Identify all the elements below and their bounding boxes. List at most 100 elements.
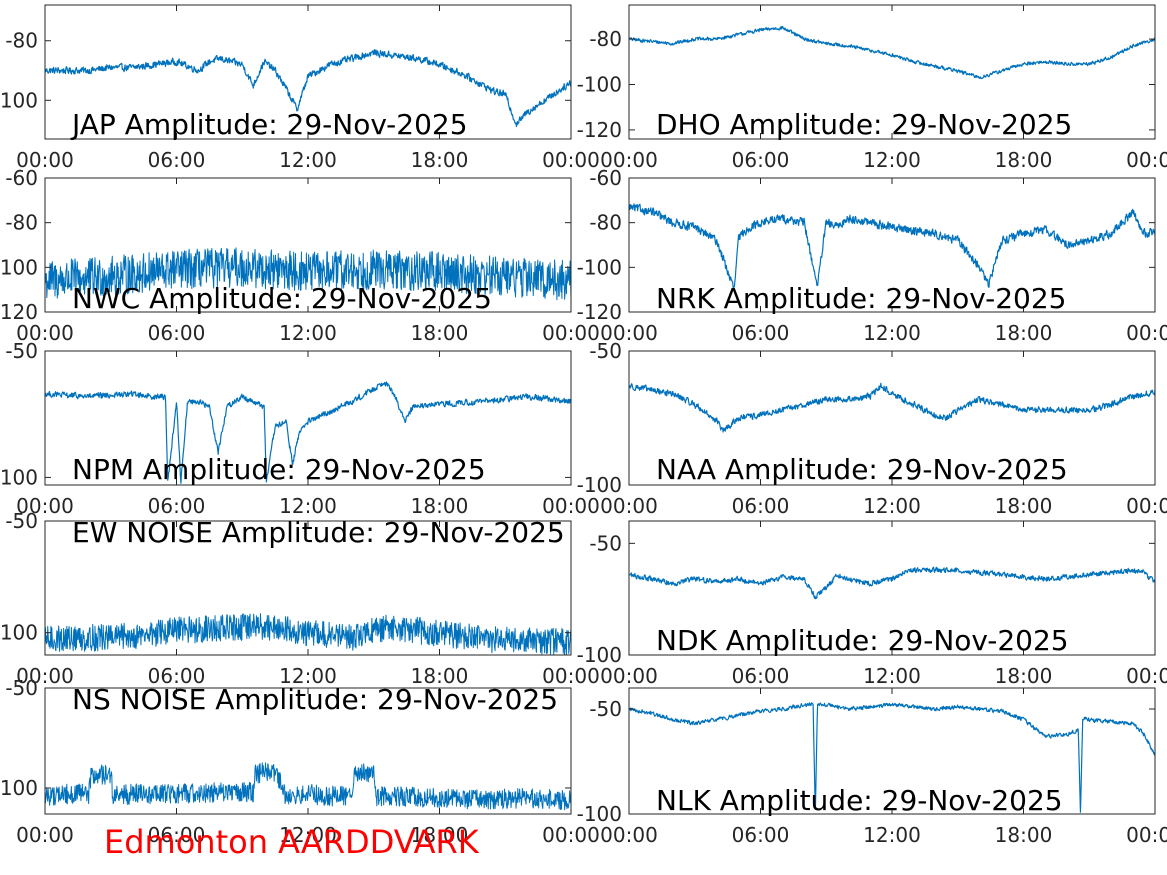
series-line (45, 49, 571, 128)
y-tick-label: -50 (589, 531, 622, 555)
y-tick-label: -100 (577, 643, 622, 667)
chart-panel-4: 00:00 06:00 12:00 18:00 00:00 -50 100 NPM Ampli… (0, 339, 600, 518)
chart-panel-5: 00:00 06:00 12:00 18:00 00:00 -50 -100 NAA Ampl… (577, 339, 1167, 518)
x-tick-label: 00:00 (600, 664, 658, 688)
x-tick-label: 18:00 (411, 321, 469, 345)
series-line (45, 762, 571, 811)
y-tick-label: -60 (5, 166, 38, 190)
y-tick-label: -60 (589, 166, 622, 190)
x-tick-label: 18:00 (411, 494, 469, 518)
x-tick-label: 18:00 (995, 148, 1053, 172)
panels-group: 00:00 06:00 12:00 18:00 00:00 -80 100 JAP Ampli… (0, 4, 1167, 847)
x-tick-label: 06:00 (148, 823, 206, 847)
x-tick-label: 00:00 (16, 664, 74, 688)
y-tick-label: -100 (577, 72, 622, 96)
y-tick-label: -80 (589, 27, 622, 51)
x-tick-label: 00:00 (1126, 148, 1167, 172)
chart-panel-3: 00:00 06:00 12:00 18:00 00:00 -60 -80 -100 -120 N… (577, 166, 1167, 345)
series-line (45, 381, 571, 484)
y-tick-label: 120 (0, 300, 38, 324)
chart-panel-6: 00:00 06:00 12:00 18:00 00:00 -50 100 EW NOISE … (0, 509, 600, 688)
y-tick-label: 100 (0, 776, 38, 800)
chart-panel-2: 00:00 06:00 12:00 18:00 00:00 -60 -80 100 120 NWC… (0, 166, 600, 345)
x-tick-label: 18:00 (411, 823, 469, 847)
x-tick-label: 12:00 (863, 148, 921, 172)
y-tick-label: -80 (5, 211, 38, 235)
panel-title: NPM Amplitude: 29-Nov-2025 (72, 453, 486, 486)
y-tick-label: -120 (577, 118, 622, 142)
chart-panel-9: 00:00 06:00 12:00 18:00 00:00 -50 -100 NLK Ampl… (577, 687, 1167, 847)
x-tick-label: 00:00 (542, 148, 600, 172)
panel-title: NWC Amplitude: 29-Nov-2025 (72, 282, 492, 315)
y-tick-label: -50 (5, 676, 38, 700)
x-tick-label: 12:00 (863, 664, 921, 688)
chart-panel-8: 00:00 06:00 12:00 18:00 00:00 -50 100 NS NOISE … (0, 676, 600, 847)
x-tick-label: 00:00 (1126, 321, 1167, 345)
y-tick-label: -100 (577, 473, 622, 497)
y-tick-label: 100 (0, 621, 38, 645)
station-label: Edmonton AARDDVARK (104, 823, 480, 861)
x-tick-label: 00:00 (542, 321, 600, 345)
x-tick-label: 00:00 (542, 494, 600, 518)
x-tick-label: 06:00 (732, 823, 790, 847)
series-line (629, 25, 1155, 80)
x-tick-label: 00:00 (600, 148, 658, 172)
x-tick-label: 18:00 (995, 823, 1053, 847)
series-line (45, 613, 571, 655)
chart-panel-1: 00:00 06:00 12:00 18:00 00:00 -80 -100 -120 DHO … (577, 4, 1167, 172)
x-tick-label: 06:00 (148, 321, 206, 345)
panel-title: NDK Amplitude: 29-Nov-2025 (656, 624, 1069, 657)
x-tick-label: 00:00 (600, 823, 658, 847)
x-tick-label: 00:00 (16, 494, 74, 518)
y-tick-label: -50 (589, 697, 622, 721)
series-line (629, 382, 1155, 433)
x-tick-label: 12:00 (863, 321, 921, 345)
y-tick-label: -100 (577, 255, 622, 279)
y-tick-label: 100 (0, 255, 38, 279)
y-tick-label: 100 (0, 88, 38, 112)
x-tick-label: 18:00 (995, 321, 1053, 345)
panel-title: NAA Amplitude: 29-Nov-2025 (656, 453, 1068, 486)
x-tick-label: 12:00 (279, 321, 337, 345)
x-tick-label: 00:00 (600, 494, 658, 518)
y-tick-label: -80 (5, 29, 38, 53)
panel-title: NLK Amplitude: 29-Nov-2025 (656, 784, 1063, 817)
y-tick-label: -50 (5, 509, 38, 533)
x-tick-label: 18:00 (411, 664, 469, 688)
x-tick-label: 00:00 (600, 321, 658, 345)
series-line (45, 247, 571, 301)
x-tick-label: 18:00 (411, 148, 469, 172)
x-tick-label: 06:00 (732, 148, 790, 172)
series-line (629, 203, 1155, 290)
x-tick-label: 00:00 (542, 664, 600, 688)
x-tick-label: 12:00 (863, 823, 921, 847)
series-line (629, 702, 1155, 813)
series-line (629, 566, 1155, 600)
x-tick-label: 18:00 (995, 664, 1053, 688)
x-tick-label: 06:00 (148, 494, 206, 518)
panel-title: JAP Amplitude: 29-Nov-2025 (70, 108, 468, 141)
x-tick-label: 06:00 (732, 664, 790, 688)
y-tick-label: -50 (589, 339, 622, 363)
x-tick-label: 00:00 (16, 321, 74, 345)
y-tick-label: -120 (577, 300, 622, 324)
panel-title: NS NOISE Amplitude: 29-Nov-2025 (72, 683, 558, 716)
y-tick-label: 100 (0, 465, 38, 489)
x-tick-label: 12:00 (279, 664, 337, 688)
panel-title: NRK Amplitude: 29-Nov-2025 (656, 282, 1066, 315)
chart-panel-7: 00:00 06:00 12:00 18:00 00:00 -50 -100 NDK Ampl… (577, 520, 1167, 688)
x-tick-label: 06:00 (148, 148, 206, 172)
x-tick-label: 00:00 (1126, 494, 1167, 518)
x-tick-label: 00:00 (16, 148, 74, 172)
x-tick-label: 06:00 (148, 664, 206, 688)
x-tick-label: 06:00 (732, 494, 790, 518)
panel-title: DHO Amplitude: 29-Nov-2025 (656, 108, 1072, 141)
x-tick-label: 06:00 (732, 321, 790, 345)
panel-title: EW NOISE Amplitude: 29-Nov-2025 (72, 516, 565, 549)
x-tick-label: 00:00 (1126, 664, 1167, 688)
chart-panel-0: 00:00 06:00 12:00 18:00 00:00 -80 100 JAP Ampli… (0, 4, 600, 172)
y-tick-label: -50 (5, 339, 38, 363)
x-tick-label: 00:00 (542, 823, 600, 847)
x-tick-label: 00:00 (16, 823, 74, 847)
